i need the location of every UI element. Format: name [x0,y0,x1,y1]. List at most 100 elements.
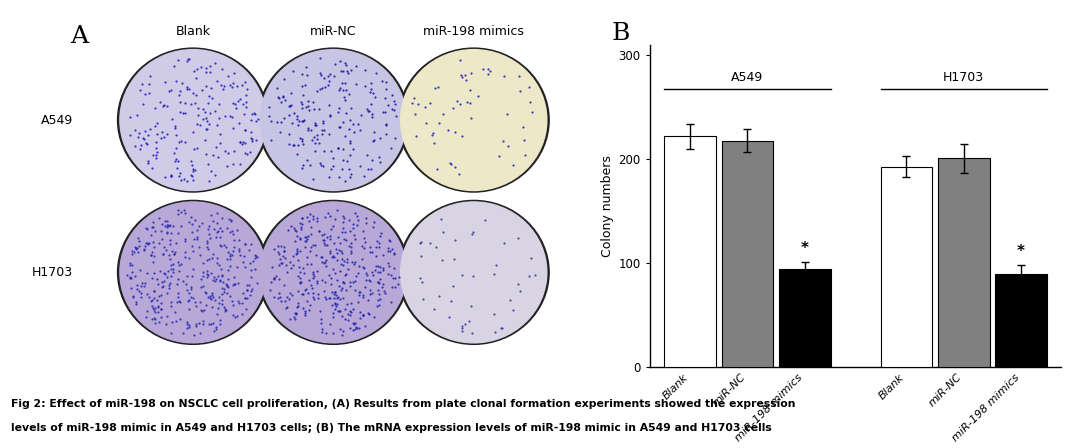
Point [311,69,328,76]
Point [327,291,344,298]
Point [330,247,348,254]
Point [175,176,193,183]
Point [296,270,313,277]
Point [386,250,403,258]
Point [184,129,201,136]
Point [194,219,211,226]
Point [152,267,169,274]
Point [118,271,135,278]
Point [348,323,365,330]
Point [338,86,355,94]
Point [161,256,179,263]
Point [328,277,345,284]
Point [129,248,146,255]
Point [135,246,153,253]
Point [242,292,259,299]
Point [188,66,206,73]
Point [203,295,220,302]
Point [164,319,181,326]
Point [264,263,282,271]
Point [366,128,383,135]
Point [456,320,473,327]
Point [321,233,338,240]
Point [207,323,224,331]
Point [166,63,183,70]
Point [196,289,213,296]
Point [304,215,322,223]
Point [154,129,171,136]
Point [171,316,188,323]
Point [214,303,232,310]
Point [208,228,225,235]
Point [214,242,232,249]
Point [246,252,263,259]
Point [338,110,355,117]
Point [138,291,155,298]
Point [496,72,513,79]
Point [211,139,229,146]
Point [236,294,253,302]
Point [342,239,360,246]
Point [272,118,289,125]
Point [185,266,203,273]
Point [196,136,213,143]
Point [374,77,391,84]
Point [160,223,178,230]
Point [175,248,193,255]
Point [217,306,234,313]
Point [213,272,231,280]
Point [335,86,352,94]
Point [214,85,232,92]
Point [444,105,461,112]
Point [276,254,293,262]
Point [331,307,349,314]
Point [142,73,159,80]
Point [133,280,151,287]
Bar [664,136,716,367]
Point [148,296,166,303]
Point [198,125,216,133]
Point [293,118,311,125]
Point [132,142,149,149]
Point [197,302,214,309]
Point [295,140,312,147]
Point [262,137,279,144]
Point [271,276,288,283]
Point [289,142,306,149]
Point [212,81,230,88]
Point [378,122,395,129]
Point [159,221,177,228]
Point [210,293,227,301]
Point [203,212,220,219]
Point [269,93,286,100]
Point [213,300,231,307]
Point [291,234,309,241]
Point [235,252,252,259]
Ellipse shape [260,50,406,190]
Point [180,55,197,62]
Point [210,115,227,122]
Point [149,308,167,315]
Point [301,106,318,113]
Point [381,247,399,254]
Point [185,67,203,74]
Point [369,286,387,293]
Point [159,230,177,237]
Point [376,287,393,294]
Point [377,94,394,101]
Point [219,256,236,263]
Point [344,327,362,334]
Point [335,278,352,285]
Point [167,144,184,151]
Point [341,279,358,286]
Point [304,175,322,182]
Point [164,266,181,273]
Point [223,252,240,259]
Point [151,318,168,325]
Point [412,275,429,282]
Point [165,222,182,229]
Point [337,80,354,87]
Text: A549: A549 [731,71,764,84]
Point [263,117,280,124]
Point [452,101,469,108]
